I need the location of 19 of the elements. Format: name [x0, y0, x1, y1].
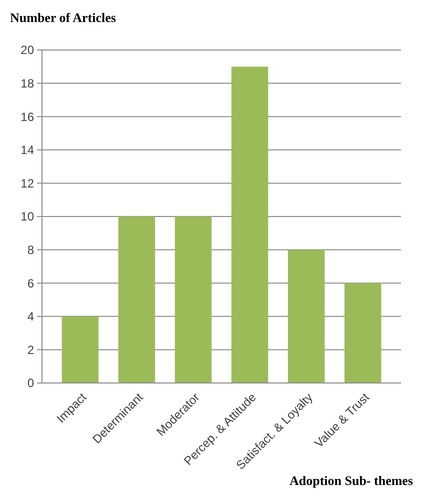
- bar: [231, 66, 268, 383]
- bar: [288, 250, 325, 383]
- y-tick-label: 4: [27, 310, 34, 324]
- y-axis-title: Number of Articles: [10, 10, 116, 25]
- y-tick-label: 20: [20, 43, 34, 58]
- y-tick-label: 6: [27, 276, 34, 290]
- bar: [62, 316, 99, 383]
- bar: [118, 216, 156, 383]
- x-axis-title: Adoption Sub- themes: [289, 473, 413, 488]
- bar: [174, 216, 212, 383]
- bar: [344, 283, 382, 383]
- y-tick-label: 0: [27, 376, 34, 390]
- y-tick-label: 10: [20, 210, 34, 224]
- y-tick-label: 18: [20, 76, 34, 90]
- y-tick-label: 2: [27, 342, 34, 357]
- y-tick-label: 8: [27, 243, 34, 257]
- y-tick-label: 14: [20, 143, 34, 158]
- y-tick-label: 12: [20, 176, 34, 190]
- y-tick-label: 16: [20, 110, 34, 124]
